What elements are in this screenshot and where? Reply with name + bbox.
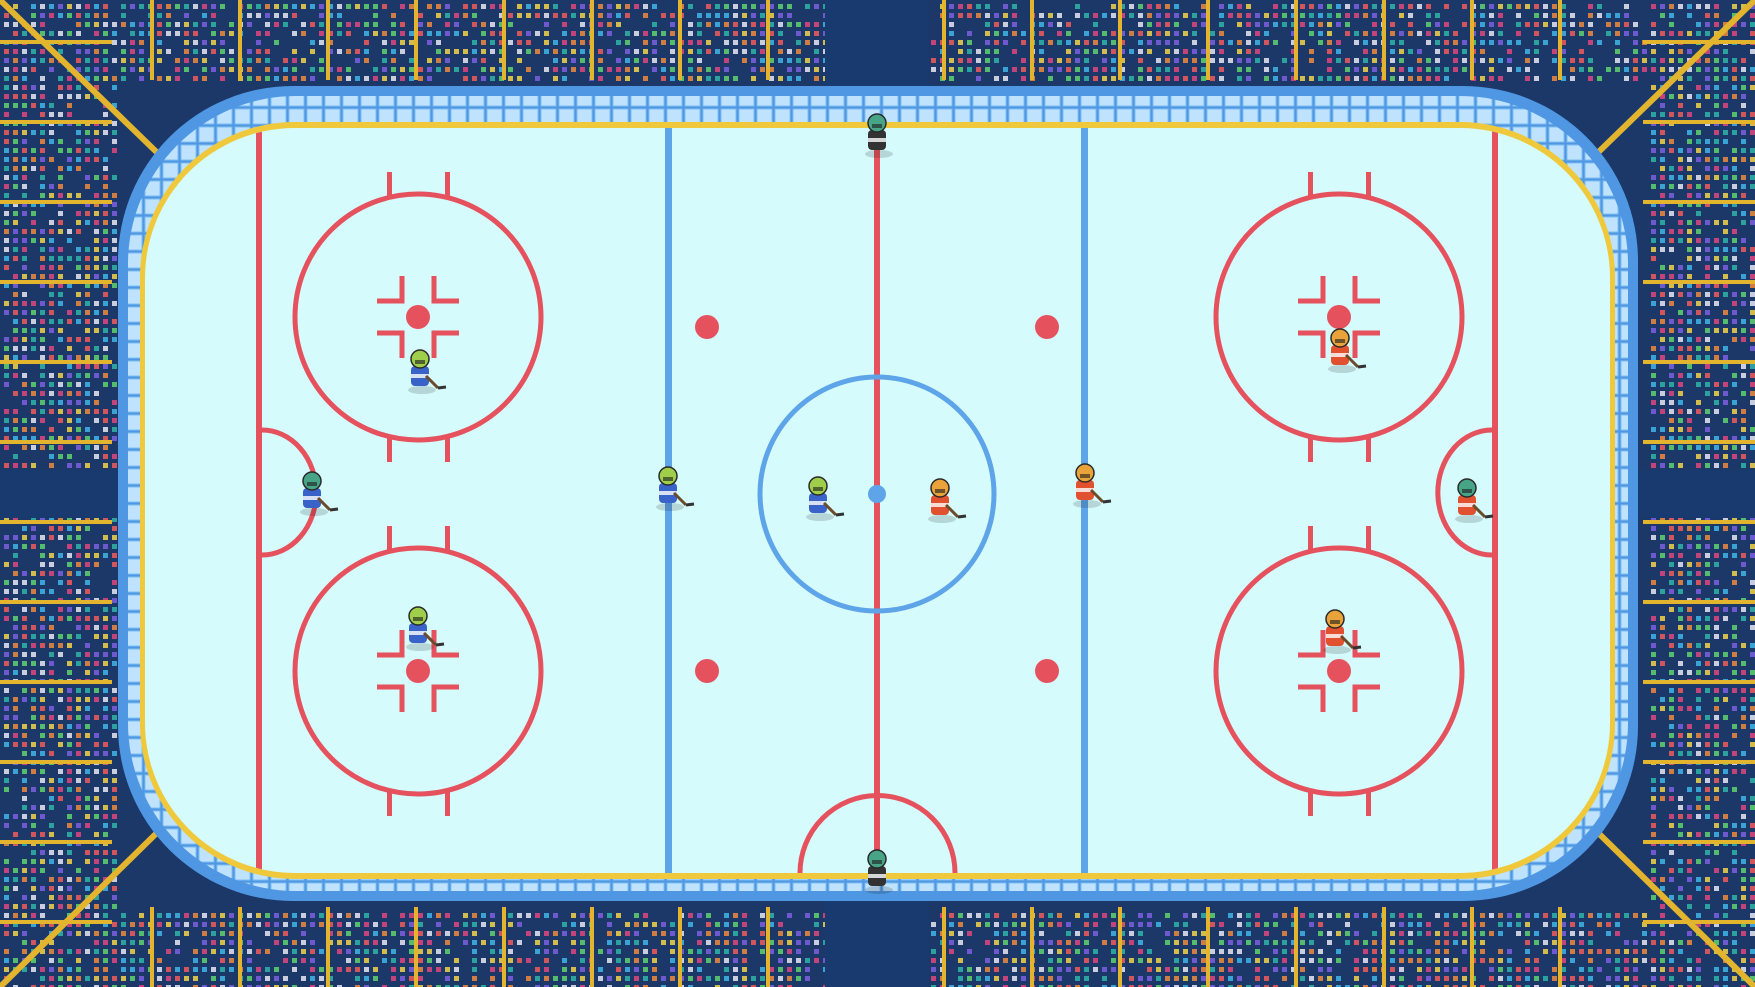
referee-top[interactable] [865,113,893,158]
home-winger[interactable] [656,466,695,511]
neutral-faceoff-dot [695,659,719,683]
center-circle [757,374,997,614]
neutral-faceoff-dot [1035,315,1059,339]
center-faceoff-dot [868,485,886,503]
away-goalie[interactable] [1455,478,1494,523]
faceoff-circle-bottom-left [292,526,544,816]
away-center[interactable] [928,478,967,523]
away-winger[interactable] [1073,463,1112,508]
faceoff-circle-top-right [1213,172,1465,462]
faceoff-circle-bottom-right [1213,526,1465,816]
blue-line-right [1081,128,1088,873]
goal-line-right [1492,128,1498,873]
home-center[interactable] [806,476,845,521]
ice-surface [145,128,1610,873]
aisle-left [0,470,118,518]
neutral-faceoff-dot [695,315,719,339]
aisle-right [1637,470,1755,518]
home-defender-top[interactable] [408,349,447,394]
away-forward-top[interactable] [1328,328,1367,373]
neutral-faceoff-dot [1035,659,1059,683]
goal-crease-right [1435,427,1493,558]
faceoff-circle-top-left [292,172,544,462]
home-defender-bottom[interactable] [406,606,445,651]
players-layer [300,113,1494,894]
home-goalie[interactable] [300,471,339,516]
referee-crease [797,793,958,873]
referee-bottom[interactable] [865,849,893,894]
goal-line-left [256,128,262,873]
away-forward-bottom[interactable] [1323,609,1362,654]
